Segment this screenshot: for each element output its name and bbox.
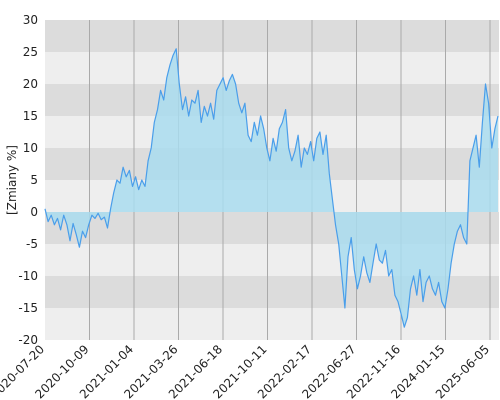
y-tick-label: 25 <box>23 45 38 59</box>
y-axis-tick-labels: 30 25 20 15 10 5 0 -5 -10 -15 -20 <box>18 13 38 347</box>
series-area-fill <box>45 48 498 328</box>
y-tick-label: -5 <box>26 237 38 251</box>
y-tick-label: 20 <box>23 77 38 91</box>
y-tick-label: 5 <box>30 173 38 187</box>
series-area-layer <box>44 48 499 328</box>
x-axis-tick-labels: 2020-07-202020-10-092021-01-042021-03-26… <box>0 342 492 400</box>
y-tick-label: -15 <box>18 301 38 315</box>
grid-band <box>45 52 499 84</box>
y-tick-label: -20 <box>18 333 38 347</box>
y-tick-label: 30 <box>23 13 38 27</box>
grid-band <box>45 84 499 116</box>
y-tick-label: 10 <box>23 141 38 155</box>
y-tick-label: 15 <box>23 109 38 123</box>
y-tick-label: 0 <box>30 205 38 219</box>
series-line <box>44 48 499 328</box>
grid-band <box>45 308 499 340</box>
grid-band <box>45 20 499 52</box>
y-tick-label: -10 <box>18 269 38 283</box>
y-axis-label: [Zmiany %] <box>5 145 19 215</box>
